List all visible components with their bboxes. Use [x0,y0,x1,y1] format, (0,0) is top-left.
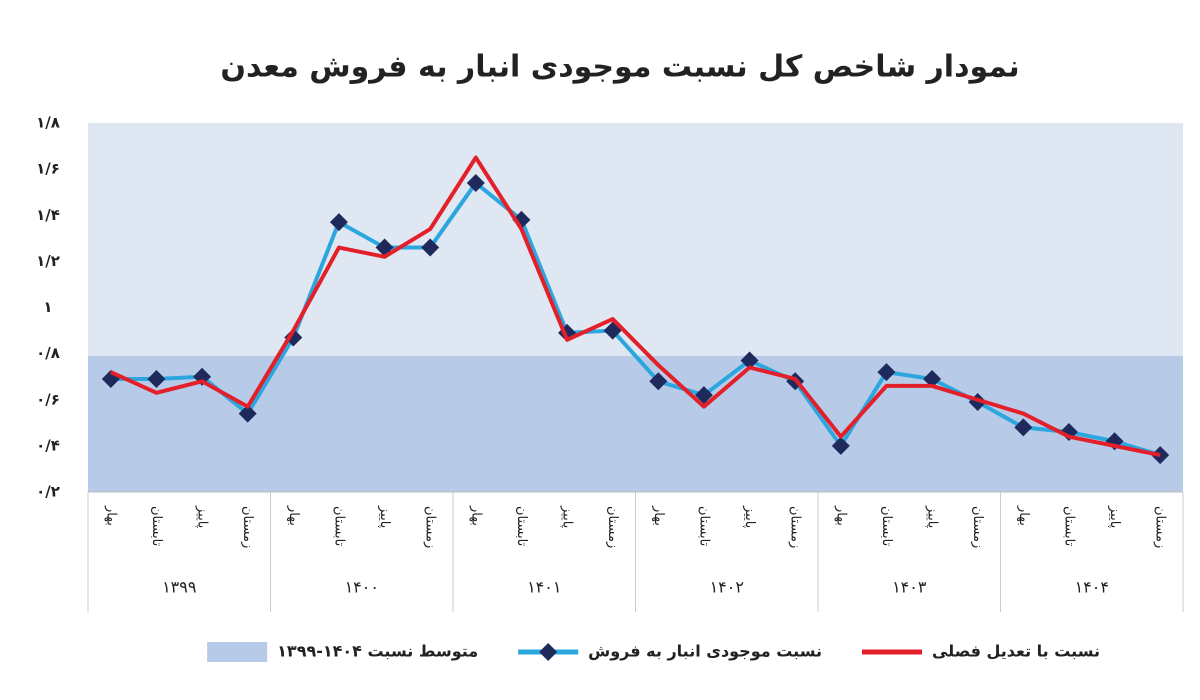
legend-label: نسبت با تعدیل فصلی [932,642,1100,661]
group-label: ۱۴۰۱ [527,578,561,597]
x-tick-label: زمستان [605,506,620,548]
y-tick-label: ۰/۸ [36,344,60,362]
marker [1014,418,1033,437]
y-tick-label: ۱/۶ [36,160,60,178]
x-tick-label: پاییز [560,505,575,529]
y-tick-label: ۰/۲ [36,483,60,501]
series-line [109,155,1161,458]
x-tick-label: تابستان [879,506,894,547]
y-tick-label: ۱ [43,298,52,316]
x-tick-label: تابستان [696,506,711,547]
group-label: ۱۴۰۳ [892,578,927,597]
x-tick-label: زمستان [970,506,985,548]
marker [740,351,759,370]
x-tick-label: زمستان [788,506,803,548]
x-tick-label: تابستان [331,506,346,547]
marker [694,386,713,405]
x-tick-label: بهار [651,505,666,526]
y-tick-label: ۱/۴ [36,206,60,224]
marker [649,372,668,391]
marker [466,173,485,192]
marker [329,213,348,232]
x-tick-label: پاییز [742,505,757,529]
x-tick-label: پاییز [1107,505,1122,529]
legend-marker [539,643,558,661]
y-tick-label: ۰/۶ [36,390,60,408]
group-label: ۱۴۰۲ [710,578,744,597]
marker [877,363,896,382]
chart-title: نمودار شاخص کل نسبت موجودی انبار به فروش… [220,50,1019,85]
x-tick-label: تابستان [514,506,529,547]
x-tick-label: بهار [103,505,118,526]
x-tick-label: بهار [1016,505,1031,526]
group-label: ۱۴۰۰ [345,578,379,597]
series-line [110,180,1161,458]
x-tick-label: بهار [468,505,483,526]
legend-label: نسبت موجودی انبار به فروش [588,642,822,661]
x-tick-label: پاییز [925,505,940,529]
x-tick-label: پاییز [195,505,210,529]
legend-swatch [207,642,268,662]
marker [421,238,440,257]
legend-label: متوسط نسبت ۱۴۰۴-۱۳۹۹ [277,642,478,661]
y-tick-label: ۱/۸ [36,114,60,132]
group-label: ۱۳۹۹ [162,578,196,597]
x-tick-label: تابستان [1061,506,1076,547]
x-tick-label: زمستان [240,506,255,548]
y-tick-label: ۱/۲ [36,252,60,270]
marker [923,369,942,388]
x-tick-label: بهار [286,505,301,526]
marker [284,328,303,347]
x-tick-label: بهار [833,505,848,526]
marker [147,369,166,388]
marker [238,404,257,423]
y-tick-label: ۰/۴ [36,436,60,454]
x-tick-label: زمستان [423,506,438,548]
x-tick-label: زمستان [1153,506,1168,548]
group-label: ۱۴۰۴ [1075,578,1109,597]
marker [831,436,850,455]
x-tick-label: پاییز [377,505,392,529]
x-tick-label: تابستان [149,506,164,547]
